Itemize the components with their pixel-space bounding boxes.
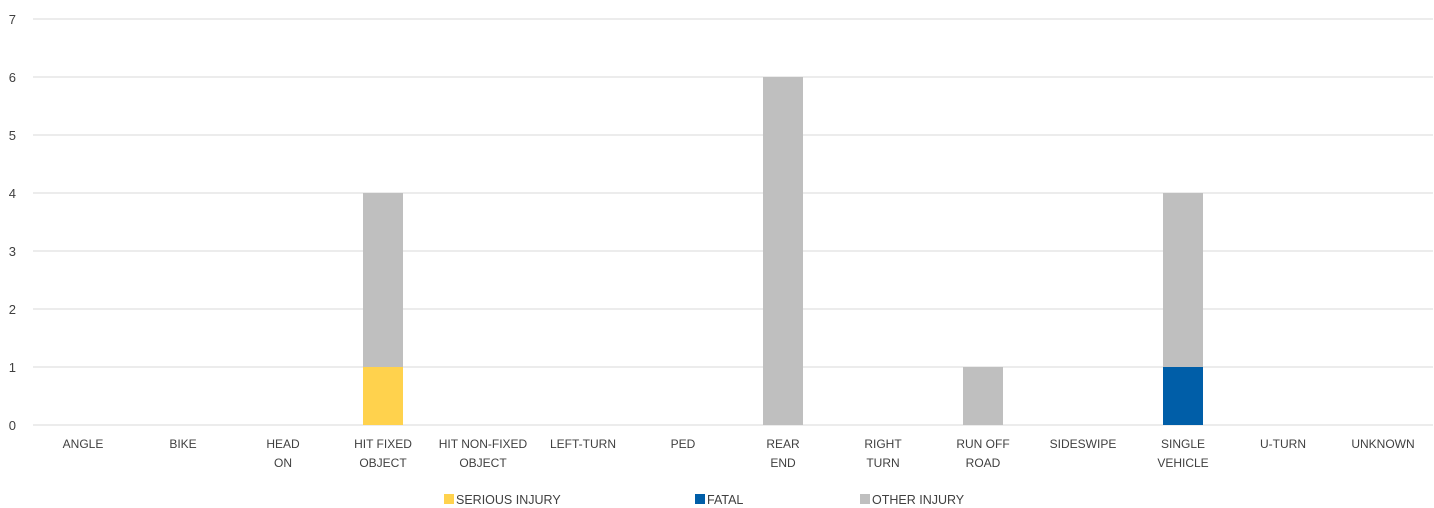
bars bbox=[363, 77, 1203, 425]
x-tick-label: OBJECT bbox=[359, 456, 407, 470]
x-tick-label: SIDESWIPE bbox=[1050, 437, 1117, 451]
x-tick-label: RIGHT bbox=[864, 437, 902, 451]
x-tick-label: LEFT-TURN bbox=[550, 437, 616, 451]
x-tick-label: ROAD bbox=[966, 456, 1001, 470]
x-tick-label: BIKE bbox=[169, 437, 196, 451]
x-tick-label: HIT FIXED bbox=[354, 437, 412, 451]
y-tick-label: 2 bbox=[9, 302, 16, 317]
bar-fatal-11 bbox=[1163, 367, 1203, 425]
legend-label: OTHER INJURY bbox=[872, 493, 965, 507]
y-tick-label: 6 bbox=[9, 70, 16, 85]
bar-serious-injury-3 bbox=[363, 367, 403, 425]
y-tick-label: 0 bbox=[9, 418, 16, 433]
gridlines bbox=[33, 18, 1433, 426]
x-tick-label: REAR bbox=[766, 437, 800, 451]
legend-swatch-0 bbox=[444, 494, 454, 504]
legend-swatch-1 bbox=[695, 494, 705, 504]
bar-other-injury-3 bbox=[363, 193, 403, 367]
x-tick-label: HIT NON-FIXED bbox=[439, 437, 528, 451]
legend: SERIOUS INJURY FATAL OTHER INJURY bbox=[444, 493, 965, 507]
x-tick-label: U-TURN bbox=[1260, 437, 1306, 451]
x-tick-label: TURN bbox=[866, 456, 899, 470]
x-axis: ANGLE BIKE HEAD ON HIT FIXED OBJECT HIT NON-FI… bbox=[63, 437, 1415, 470]
legend-label: FATAL bbox=[707, 493, 743, 507]
x-tick-label: PED bbox=[671, 437, 696, 451]
y-tick-label: 4 bbox=[9, 186, 16, 201]
x-tick-label: ANGLE bbox=[63, 437, 104, 451]
bar-other-injury-11 bbox=[1163, 193, 1203, 367]
x-tick-label: VEHICLE bbox=[1157, 456, 1208, 470]
x-tick-label: UNKNOWN bbox=[1351, 437, 1414, 451]
legend-swatch-2 bbox=[860, 494, 870, 504]
y-tick-label: 3 bbox=[9, 244, 16, 259]
x-tick-label: HEAD bbox=[266, 437, 300, 451]
x-tick-label: RUN OFF bbox=[956, 437, 1009, 451]
x-tick-label: ON bbox=[274, 456, 292, 470]
y-tick-label: 1 bbox=[9, 360, 16, 375]
bar-other-injury-9 bbox=[963, 367, 1003, 425]
x-tick-label: OBJECT bbox=[459, 456, 507, 470]
legend-label: SERIOUS INJURY bbox=[456, 493, 561, 507]
bar-other-injury-7 bbox=[763, 77, 803, 425]
y-axis: 0 1 2 3 4 5 6 7 bbox=[9, 12, 16, 433]
y-tick-label: 7 bbox=[9, 12, 16, 27]
x-tick-label: SINGLE bbox=[1161, 437, 1205, 451]
x-tick-label: END bbox=[770, 456, 796, 470]
y-tick-label: 5 bbox=[9, 128, 16, 143]
